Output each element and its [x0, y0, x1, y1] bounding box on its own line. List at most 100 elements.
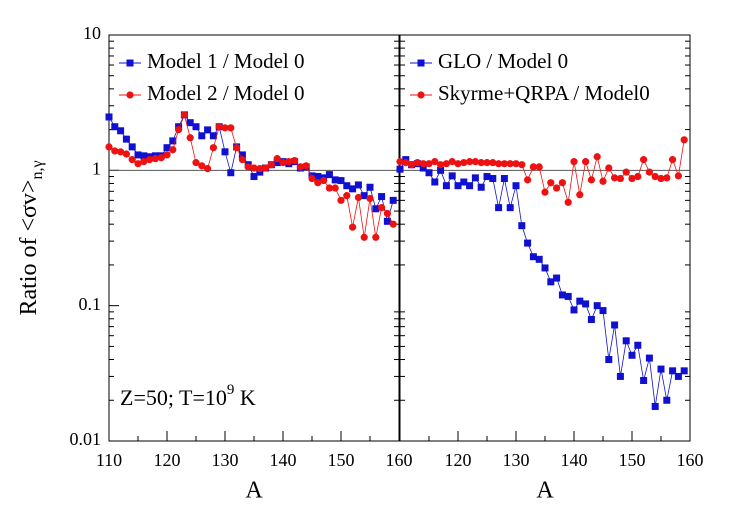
marker — [360, 192, 368, 200]
annotation-tail: K — [234, 385, 256, 410]
marker — [117, 148, 125, 156]
marker — [471, 158, 479, 166]
marker — [366, 194, 374, 203]
marker — [343, 182, 351, 190]
legend-label: Model 2 / Model 0 — [147, 81, 305, 105]
marker — [221, 148, 229, 156]
marker — [302, 162, 310, 170]
marker — [558, 179, 567, 187]
marker — [605, 164, 613, 172]
marker — [244, 163, 252, 171]
marker — [296, 163, 304, 171]
x-axis-label: A — [245, 478, 263, 504]
marker — [564, 292, 572, 300]
marker — [477, 183, 485, 191]
marker — [238, 151, 246, 159]
annotation: Z=50; T=109 K — [120, 382, 256, 410]
marker — [413, 159, 421, 167]
marker — [198, 162, 206, 170]
marker — [605, 356, 613, 364]
marker — [524, 239, 532, 247]
marker — [535, 255, 543, 263]
legend-label: Skyrme+QRPA / Model0 — [438, 81, 650, 105]
x-tick-label: 140 — [270, 450, 297, 470]
marker — [431, 178, 439, 186]
marker — [209, 132, 217, 140]
marker — [285, 158, 293, 166]
marker — [186, 119, 194, 127]
marker — [611, 321, 619, 329]
x-tick-label: 140 — [561, 450, 588, 470]
marker — [111, 123, 119, 131]
marker — [466, 182, 474, 190]
marker — [308, 174, 316, 183]
legend-marker — [417, 91, 425, 99]
x-tick-label: 120 — [445, 450, 472, 470]
marker — [389, 220, 397, 228]
marker — [582, 300, 590, 308]
marker — [471, 174, 479, 182]
marker — [256, 164, 264, 173]
marker — [437, 166, 445, 174]
marker — [495, 160, 503, 168]
marker — [273, 155, 281, 163]
marker — [233, 144, 241, 152]
marker — [454, 182, 462, 190]
marker — [570, 306, 578, 314]
y-tick-label: 0.01 — [70, 429, 102, 449]
marker — [320, 176, 328, 185]
marker — [576, 297, 584, 305]
marker — [593, 153, 601, 161]
marker — [466, 158, 474, 166]
x-tick-label: 160 — [677, 450, 704, 470]
marker — [209, 144, 217, 152]
marker — [163, 151, 171, 159]
marker — [645, 168, 654, 176]
marker — [448, 158, 456, 166]
y-axis-label-sub: n,γ — [29, 160, 46, 179]
marker — [628, 351, 636, 359]
x-tick-label: 120 — [154, 450, 181, 470]
marker — [460, 178, 468, 186]
marker — [419, 164, 427, 172]
marker — [616, 174, 625, 183]
legend-marker — [417, 59, 425, 67]
marker — [680, 367, 688, 375]
marker — [383, 217, 391, 225]
marker — [163, 144, 171, 152]
marker — [366, 183, 374, 191]
marker — [518, 161, 526, 169]
marker — [250, 164, 258, 172]
x-tick-label: 130 — [212, 450, 239, 470]
y-axis-label-main: Ratio of <σv> — [16, 180, 42, 316]
marker — [541, 188, 549, 196]
annotation-text: Z=50; T=10 — [120, 385, 227, 410]
marker — [576, 191, 584, 199]
marker — [674, 172, 683, 180]
marker — [169, 146, 177, 154]
marker — [192, 123, 200, 131]
marker — [169, 137, 177, 145]
marker — [645, 354, 653, 362]
marker — [529, 163, 538, 171]
marker — [587, 176, 596, 184]
marker — [669, 367, 677, 375]
marker — [442, 182, 450, 190]
marker — [349, 223, 357, 231]
marker — [489, 159, 497, 167]
marker — [483, 159, 491, 167]
marker — [425, 169, 433, 177]
marker — [389, 196, 397, 204]
marker — [402, 159, 410, 167]
marker — [558, 291, 566, 299]
marker — [378, 193, 386, 201]
marker — [360, 233, 368, 241]
marker — [383, 209, 391, 218]
x-tick-label: 110 — [96, 450, 122, 470]
marker — [437, 161, 445, 169]
marker — [506, 204, 514, 212]
y-axis-label: Ratio of <σv>n,γ — [16, 160, 46, 315]
marker — [331, 184, 339, 192]
marker — [512, 160, 520, 168]
